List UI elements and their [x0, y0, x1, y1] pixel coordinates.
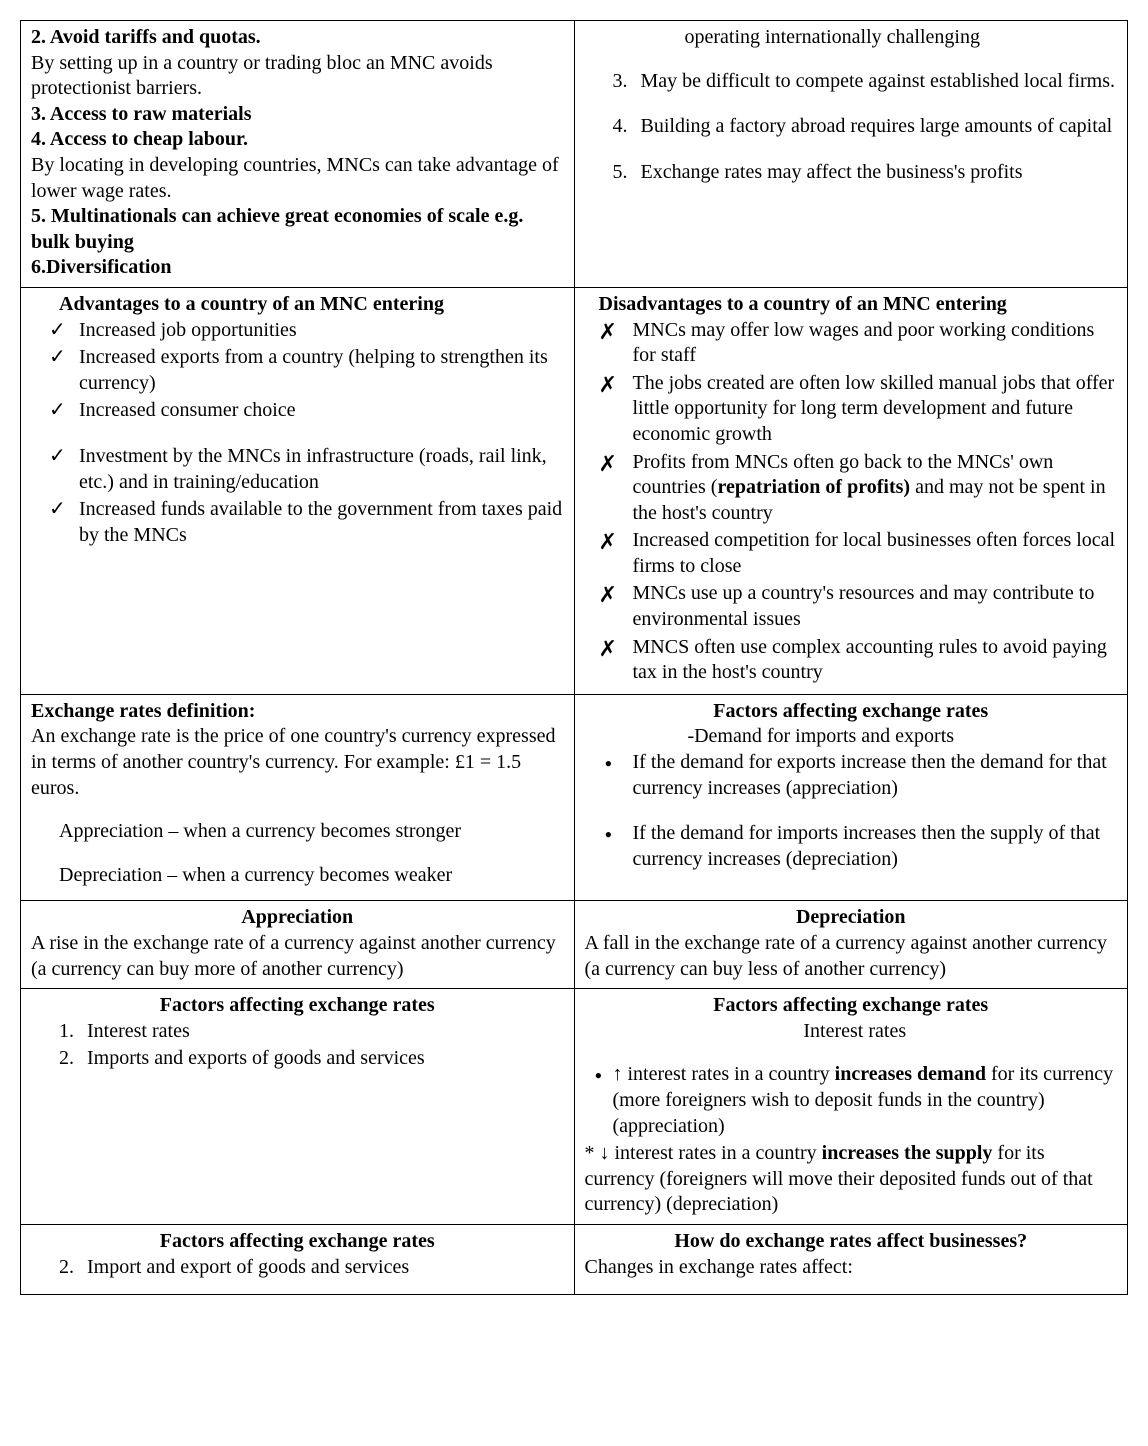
depreciation-title: Depreciation [585, 905, 1118, 931]
list-item: The jobs created are often low skilled m… [585, 371, 1118, 448]
list-item: Increased funds available to the governm… [31, 497, 564, 548]
how-affect-text: Changes in exchange rates affect: [585, 1255, 1118, 1281]
h-cheap-labour: 4. Access to cheap labour. [31, 127, 564, 153]
appreciation-text: A rise in the exchange rate of a currenc… [31, 931, 564, 982]
adv-list-2: Investment by the MNCs in infrastructure… [31, 444, 564, 548]
adv-list: Increased job opportunities Increased ex… [31, 318, 564, 424]
p-avoid-tariffs: By setting up in a country or trading bl… [31, 51, 564, 102]
factors-sub: -Demand for imports and exports [585, 724, 1118, 750]
factors-title-l2: Factors affecting exchange rates [31, 1229, 564, 1255]
factors-title: Factors affecting exchange rates [585, 699, 1118, 725]
list-item: Exchange rates may affect the business's… [633, 160, 1118, 186]
list-item: If the demand for exports increase then … [585, 750, 1118, 801]
list-item: Investment by the MNCs in infrastructure… [31, 444, 564, 495]
exch-def-title: Exchange rates definition: [31, 699, 564, 725]
factors-ol-2: Import and export of goods and services [79, 1255, 564, 1281]
list-item: Import and export of goods and services [79, 1255, 564, 1281]
interest-up: ↑ interest rates in a country increases … [575, 1062, 1118, 1139]
cell-6-right: How do exchange rates affect businesses?… [574, 1224, 1128, 1294]
disadv-country-title: Disadvantages to a country of an MNC ent… [585, 292, 1118, 318]
list-item: MNCs may offer low wages and poor workin… [585, 318, 1118, 369]
list-item: Interest rates [795, 1020, 906, 1042]
adv-country-title: Advantages to a country of an MNC enteri… [31, 292, 564, 318]
list-item: MNCS often use complex accounting rules … [585, 635, 1118, 686]
cell-4-right: Depreciation A fall in the exchange rate… [574, 901, 1128, 989]
depreciation-def: Depreciation – when a currency becomes w… [31, 863, 564, 889]
cont-text: operating internationally challenging [585, 25, 1118, 51]
list-item: Interest rates [79, 1019, 564, 1045]
list-item: MNCs use up a country's resources and ma… [585, 581, 1118, 632]
appreciation-def: Appreciation – when a currency becomes s… [31, 819, 564, 845]
disadv-list: MNCs may offer low wages and poor workin… [585, 318, 1118, 686]
list-item: Imports and exports of goods and service… [79, 1046, 564, 1072]
how-affect-title: How do exchange rates affect businesses? [585, 1229, 1118, 1255]
cell-3-left: Exchange rates definition: An exchange r… [21, 694, 575, 901]
list-item: If the demand for imports increases then… [585, 821, 1118, 872]
cell-1-left: 2. Avoid tariffs and quotas. By setting … [21, 21, 575, 288]
notes-table: 2. Avoid tariffs and quotas. By setting … [20, 20, 1128, 1295]
list-item: May be difficult to compete against esta… [633, 69, 1118, 95]
h-avoid-tariffs: 2. Avoid tariffs and quotas. [31, 25, 564, 51]
factors-ol: Interest rates Imports and exports of go… [79, 1019, 564, 1072]
exch-def-text: An exchange rate is the price of one cou… [31, 724, 564, 801]
cell-5-left: Factors affecting exchange rates Interes… [21, 989, 575, 1225]
appreciation-title: Appreciation [31, 905, 564, 931]
factors-list-2: If the demand for imports increases then… [585, 821, 1118, 872]
list-item: Profits from MNCs often go back to the M… [585, 450, 1118, 527]
factors-ol-r: Interest rates [585, 1019, 1118, 1045]
cell-2-right: Disadvantages to a country of an MNC ent… [574, 287, 1128, 694]
list-item: ↑ interest rates in a country increases … [575, 1062, 1118, 1139]
factors-title-l: Factors affecting exchange rates [31, 993, 564, 1019]
cell-1-right: operating internationally challenging Ma… [574, 21, 1128, 288]
p-cheap-labour: By locating in developing countries, MNC… [31, 153, 564, 204]
cell-2-left: Advantages to a country of an MNC enteri… [21, 287, 575, 694]
list-item: Increased competition for local business… [585, 528, 1118, 579]
list-item: Increased job opportunities [31, 318, 564, 344]
list-item: Increased exports from a country (helpin… [31, 345, 564, 396]
h-economies-scale: 5. Multinationals can achieve great econ… [31, 204, 564, 255]
list-item: Increased consumer choice [31, 398, 564, 424]
cell-4-left: Appreciation A rise in the exchange rate… [21, 901, 575, 989]
h-diversification: 6.Diversification [31, 255, 564, 281]
cell-5-right: Factors affecting exchange rates Interes… [574, 989, 1128, 1225]
h-raw-materials: 3. Access to raw materials [31, 102, 564, 128]
factors-list: If the demand for exports increase then … [585, 750, 1118, 801]
disadv-list: May be difficult to compete against esta… [633, 69, 1118, 186]
factors-title-r: Factors affecting exchange rates [585, 993, 1118, 1019]
cell-3-right: Factors affecting exchange rates -Demand… [574, 694, 1128, 901]
interest-down: * ↓ interest rates in a country increase… [585, 1141, 1118, 1218]
list-item: Building a factory abroad requires large… [633, 114, 1118, 140]
depreciation-text: A fall in the exchange rate of a currenc… [585, 931, 1118, 982]
cell-6-left: Factors affecting exchange rates Import … [21, 1224, 575, 1294]
